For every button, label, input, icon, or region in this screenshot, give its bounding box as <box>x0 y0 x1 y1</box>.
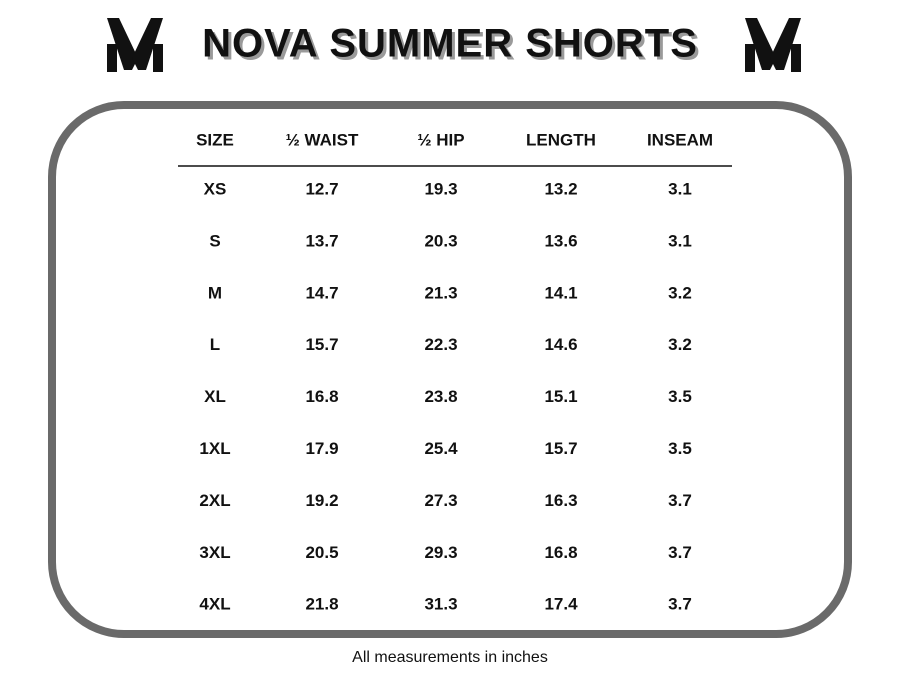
table-frame <box>48 101 852 638</box>
measurement: 3.1 <box>668 231 692 250</box>
column-header: SIZE <box>196 130 234 149</box>
measurement: 3.7 <box>668 543 692 562</box>
column-header: LENGTH <box>526 130 596 149</box>
measurement: 16.8 <box>544 543 577 562</box>
measurement: 14.1 <box>544 283 577 302</box>
size-label: XL <box>204 387 226 406</box>
measurement: 3.5 <box>668 387 692 406</box>
measurement: 17.4 <box>544 595 578 614</box>
measurement: 14.6 <box>544 335 577 354</box>
measurement: 3.5 <box>668 439 692 458</box>
measurement: 19.2 <box>305 491 338 510</box>
measurement: 17.9 <box>305 439 338 458</box>
size-label: 1XL <box>199 439 230 458</box>
measurement: 21.8 <box>305 595 338 614</box>
column-header: ½ HIP <box>417 130 464 149</box>
measurement: 15.7 <box>305 335 338 354</box>
footer-note: All measurements in inches <box>352 649 548 666</box>
size-label: M <box>208 283 222 302</box>
measurement: 3.2 <box>668 283 692 302</box>
measurement: 13.2 <box>544 179 577 198</box>
measurement: 14.7 <box>305 283 338 302</box>
measurement: 16.8 <box>305 387 338 406</box>
measurement: 19.3 <box>424 179 457 198</box>
measurement: 20.3 <box>424 231 457 250</box>
measurement: 3.7 <box>668 595 692 614</box>
size-label: 4XL <box>199 595 230 614</box>
measurement: 25.4 <box>424 439 458 458</box>
measurement: 12.7 <box>305 179 338 198</box>
measurement: 27.3 <box>424 491 457 510</box>
measurement: 31.3 <box>424 595 457 614</box>
column-header: ½ WAIST <box>286 130 359 149</box>
title: NOVA SUMMER SHORTS <box>202 22 698 66</box>
measurement: 13.7 <box>305 231 338 250</box>
measurement: 29.3 <box>424 543 457 562</box>
size-label: 2XL <box>199 491 230 510</box>
logo-left <box>107 18 163 72</box>
measurement: 15.7 <box>544 439 577 458</box>
title-shadow: NOVA SUMMER SHORTS <box>205 25 701 69</box>
measurement: 13.6 <box>544 231 577 250</box>
measurement: 20.5 <box>305 543 338 562</box>
measurement: 22.3 <box>424 335 457 354</box>
measurement: 3.7 <box>668 491 692 510</box>
table: SIZE ½ WAIST ½ HIP LENGTH INSEAM XS 12.7 19.3 13… <box>196 130 713 613</box>
size-label: S <box>209 231 220 250</box>
size-label: 3XL <box>199 543 230 562</box>
measurement: 3.1 <box>668 179 692 198</box>
measurement: 3.2 <box>668 335 692 354</box>
size-label: XS <box>204 179 227 198</box>
measurement: 21.3 <box>424 283 457 302</box>
measurement: 15.1 <box>544 387 577 406</box>
logo-right <box>745 18 801 72</box>
measurement: 23.8 <box>424 387 457 406</box>
measurement: 16.3 <box>544 491 577 510</box>
size-label: L <box>210 335 220 354</box>
column-header: INSEAM <box>647 130 713 149</box>
